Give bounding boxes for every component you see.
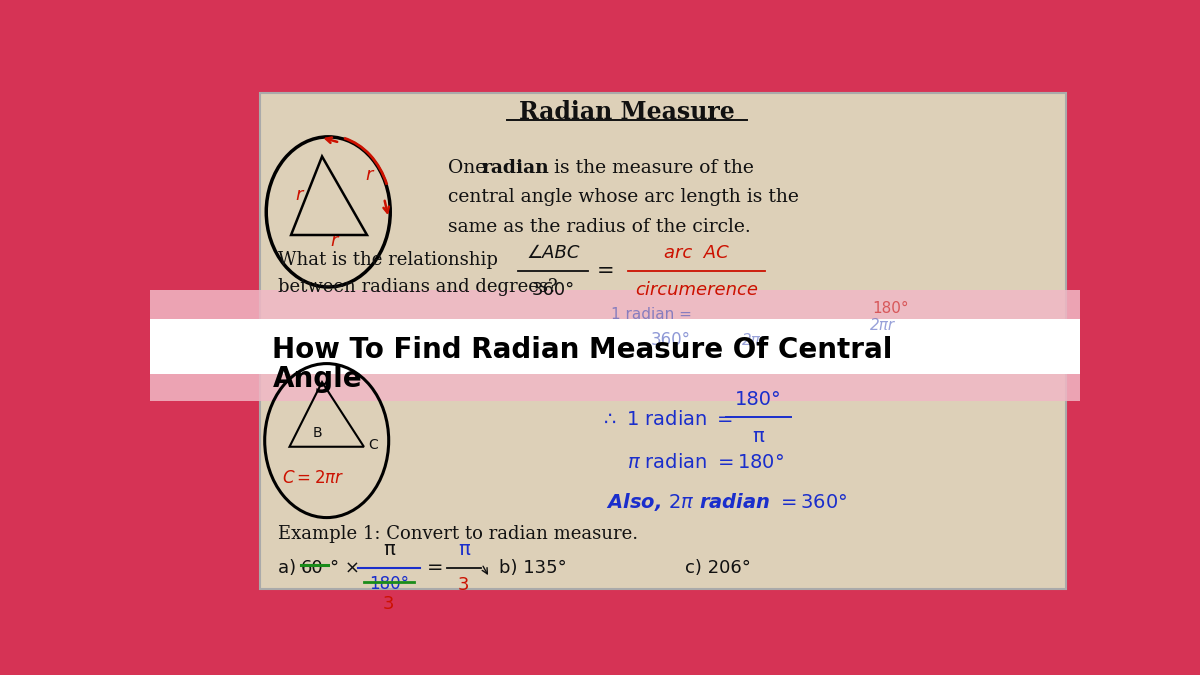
Text: radian: radian xyxy=(481,159,550,177)
Text: 3: 3 xyxy=(383,595,395,613)
Text: What is the relationship: What is the relationship xyxy=(278,251,498,269)
Text: r: r xyxy=(331,232,338,250)
Text: Also, $2\pi$ radian $= 360°$: Also, $2\pi$ radian $= 360°$ xyxy=(606,491,847,513)
Text: 2πr: 2πr xyxy=(870,318,895,333)
Text: π: π xyxy=(383,541,395,560)
Text: π: π xyxy=(752,427,764,446)
Text: 60: 60 xyxy=(301,559,324,576)
Text: Radian Measure: Radian Measure xyxy=(518,100,734,124)
Text: central angle whose arc length is the: central angle whose arc length is the xyxy=(449,188,799,207)
Text: ° ×: ° × xyxy=(330,559,360,576)
Text: Angle: Angle xyxy=(272,365,362,393)
Text: π: π xyxy=(458,541,470,560)
Text: 1 radian =: 1 radian = xyxy=(611,307,692,322)
FancyBboxPatch shape xyxy=(260,92,1066,589)
Text: 2πr: 2πr xyxy=(742,333,767,348)
Text: 180°: 180° xyxy=(872,300,908,316)
Text: $C = 2\pi r$: $C = 2\pi r$ xyxy=(282,468,344,487)
Text: r: r xyxy=(365,166,372,184)
Text: between radians and degrees?: between radians and degrees? xyxy=(278,278,558,296)
Text: 360°: 360° xyxy=(650,331,691,350)
Text: same as the radius of the circle.: same as the radius of the circle. xyxy=(449,217,751,236)
Text: 180°: 180° xyxy=(734,389,781,408)
Text: =: = xyxy=(427,558,444,577)
Text: =: = xyxy=(596,261,614,281)
Text: 3: 3 xyxy=(458,576,469,595)
Text: r: r xyxy=(295,186,302,204)
Text: Example 1: Convert to radian measure.: Example 1: Convert to radian measure. xyxy=(278,524,638,543)
Text: circumerence: circumerence xyxy=(635,281,758,300)
Text: One: One xyxy=(449,159,493,177)
Text: b) 135°: b) 135° xyxy=(499,559,566,576)
Text: B: B xyxy=(312,426,323,440)
Text: ∠ABC: ∠ABC xyxy=(527,244,580,262)
Text: $\pi$ radian $= 180°$: $\pi$ radian $= 180°$ xyxy=(626,453,784,472)
Text: $\therefore$ 1 radian $=$: $\therefore$ 1 radian $=$ xyxy=(600,410,733,429)
FancyBboxPatch shape xyxy=(150,290,1080,319)
Text: How To Find Radian Measure Of Central: How To Find Radian Measure Of Central xyxy=(272,335,893,364)
Text: a): a) xyxy=(278,559,301,576)
Text: c) 206°: c) 206° xyxy=(685,559,751,576)
Text: is the measure of the: is the measure of the xyxy=(547,159,754,177)
Text: 180°: 180° xyxy=(368,575,409,593)
Text: 360°: 360° xyxy=(532,281,575,300)
Text: C: C xyxy=(368,438,378,452)
FancyBboxPatch shape xyxy=(150,319,1080,375)
FancyBboxPatch shape xyxy=(150,375,1080,400)
Text: arc  AC: arc AC xyxy=(664,244,728,262)
